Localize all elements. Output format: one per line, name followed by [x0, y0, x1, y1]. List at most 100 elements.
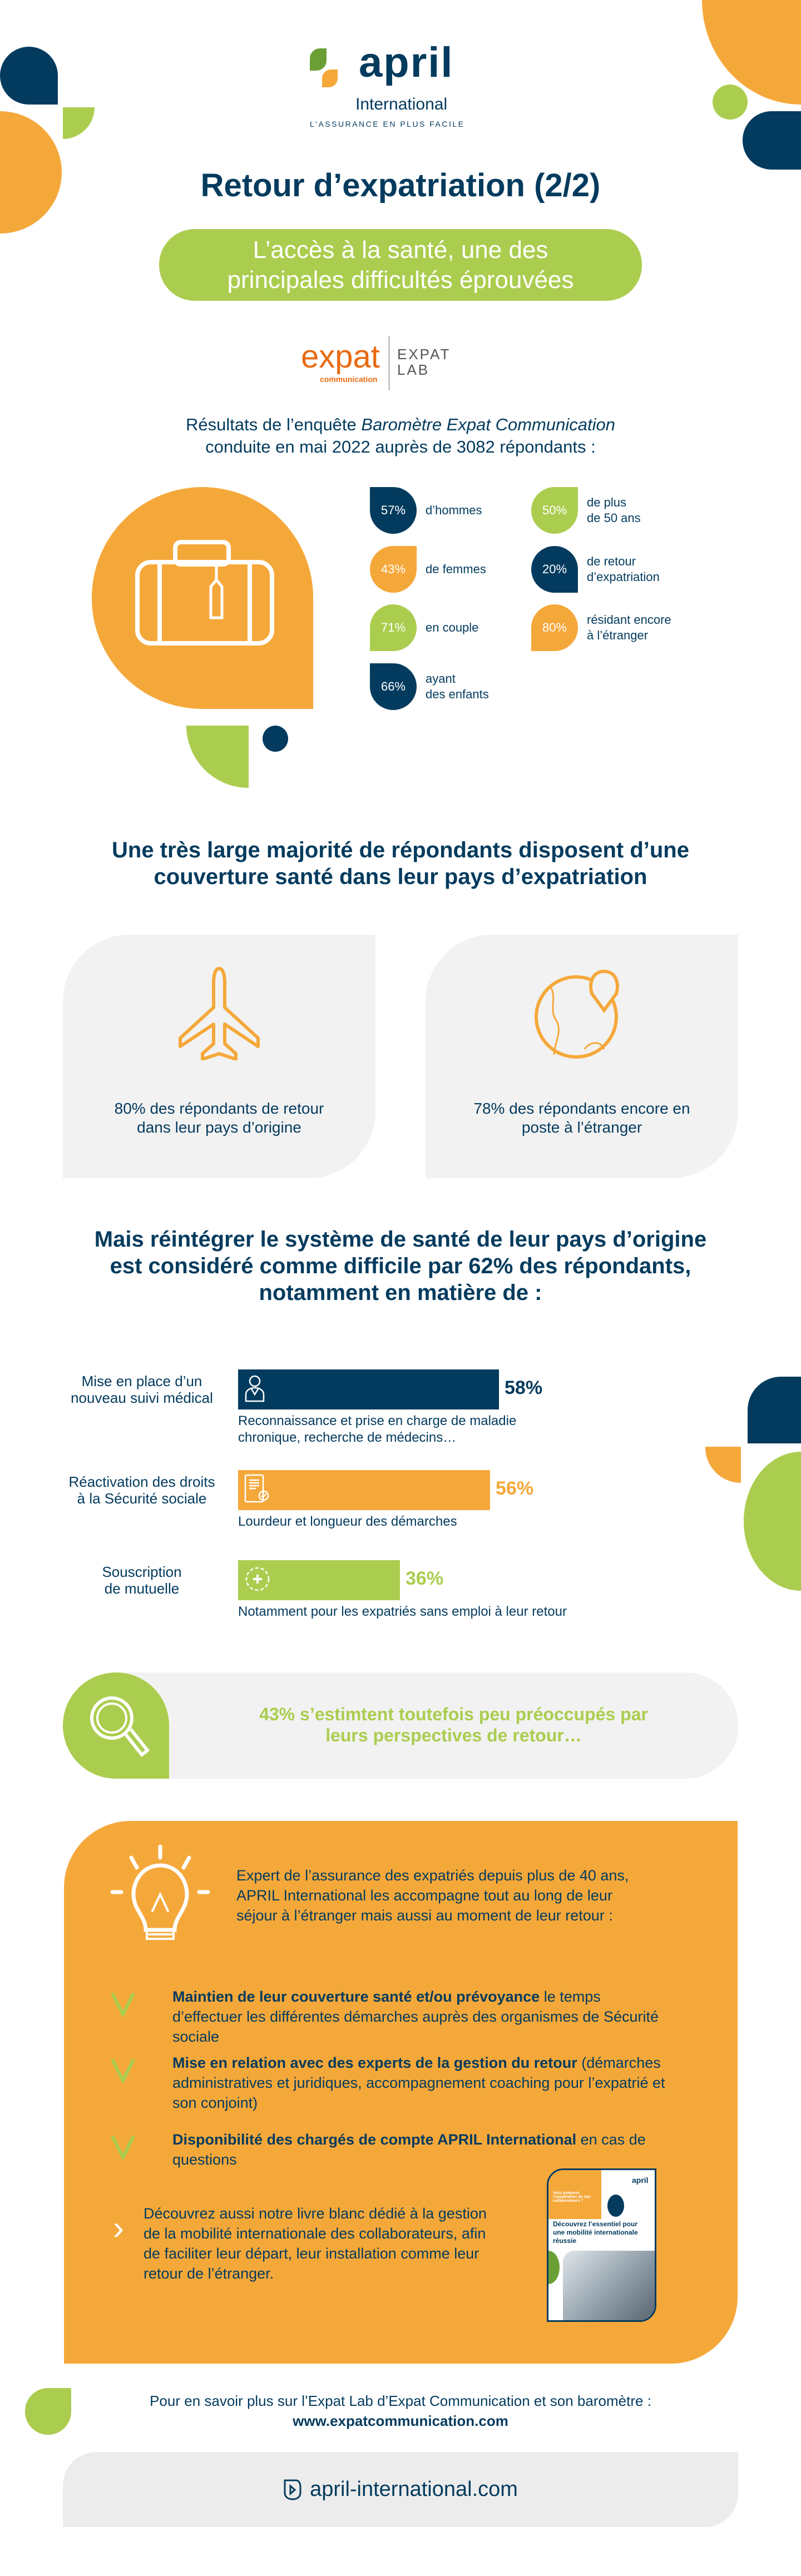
website-link[interactable]: april-international.com [310, 2478, 518, 2501]
bar [238, 1369, 499, 1409]
description-line: Notamment pour les expatriés sans emploi… [238, 1604, 567, 1619]
offer-intro-line: séjour à l’étranger mais aussi au moment… [236, 1907, 613, 1924]
bar-description: Reconnaissance et prise en charge de mal… [238, 1413, 516, 1446]
stat-label: de femmes [426, 562, 486, 577]
stat-bubble: 43% [370, 546, 417, 593]
callout-icon-bg [63, 1672, 169, 1779]
logo-brand: april [359, 39, 454, 86]
stat-card: 78% des répondants encore en poste à l’ét… [426, 935, 738, 1178]
medical-cross-icon [244, 1565, 271, 1596]
stat-bubble: 57% [370, 487, 417, 534]
whitepaper-text: Découvrez aussi notre livre blanc dédié … [144, 2205, 487, 2282]
stat-label-line: résidant encore [587, 613, 671, 627]
stat-label-line: de 50 ans [587, 511, 641, 525]
footer-banner[interactable]: april-international.com [63, 2452, 738, 2527]
stat-label-line: de retour [587, 554, 636, 568]
callout-text: 43% s’estimtent toutefois peu préoccupés… [169, 1704, 738, 1746]
category-line: de mutuelle [104, 1580, 180, 1597]
cover-dot [607, 2195, 624, 2217]
stat-label-line: en couple [426, 621, 479, 634]
stat-label-line: ayant [426, 672, 456, 686]
partner-sub: communication [320, 375, 378, 384]
cover-band [548, 2170, 601, 2219]
stat-label: de plus de 50 ans [587, 495, 641, 526]
category-line: à la Sécurité sociale [77, 1490, 207, 1507]
bar-value-label: 58% [505, 1377, 543, 1398]
heading-line: Mais réintégrer le système de santé de l… [94, 1227, 707, 1252]
survey-intro: Résultats de l’enquête Baromètre Expat C… [0, 414, 801, 458]
expat-communication-logo: expat communication EXPAT LAB [299, 330, 499, 396]
description-line: Reconnaissance et prise en charge de mal… [238, 1413, 517, 1428]
callout-line: leurs perspectives de retour… [325, 1725, 582, 1745]
section-heading: Une très large majorité de répondants di… [0, 837, 801, 890]
subtitle-line: principales difficultés éprouvées [227, 266, 574, 294]
cover-title: Découvrez l’essentiel pour une mobilité … [553, 2220, 638, 2245]
category-line: nouveau suivi médical [71, 1389, 213, 1406]
partner-brand: expat [301, 339, 380, 375]
chevron-right-icon: › [113, 2209, 124, 2246]
decor-shape [0, 47, 58, 105]
globe-pin-icon [535, 969, 619, 1059]
checkmark-icon [110, 1991, 136, 2019]
lightbulb-icon [110, 1844, 210, 1940]
subtitle-pill: L’accès à la santé, une des principales … [159, 229, 642, 301]
offer-intro-line: APRIL International les accompagne tout … [236, 1887, 612, 1904]
card-text: 80% des répondants de retour [114, 1100, 324, 1117]
bar-description: Lourdeur et longueur des démarches [238, 1513, 457, 1530]
doctor-icon [244, 1374, 266, 1405]
page-title: Retour d’expatriation (2/2) [200, 167, 601, 204]
category-line: Mise en place d’un [81, 1373, 202, 1389]
bar [238, 1560, 400, 1600]
decor-shape [744, 1452, 801, 1591]
category-line: Réactivation des droits [68, 1473, 215, 1490]
bar-value-label: 36% [406, 1568, 444, 1589]
decor-shape [713, 85, 748, 120]
suitcase-bubble [92, 487, 313, 709]
stat-bubble: 71% [370, 604, 417, 651]
subtitle-line: L’accès à la santé, une des [253, 236, 548, 264]
survey-name: Baromètre Expat Communication [361, 415, 615, 434]
offer-item-title: Mise en relation avec des experts de la … [172, 2054, 577, 2071]
stat-label-line: à l’étranger [587, 628, 649, 642]
heading-line: notamment en matière de : [259, 1280, 542, 1305]
stat-bubble: 20% [531, 546, 578, 593]
airplane-icon [179, 967, 260, 1060]
stat-label-line: de femmes [426, 562, 486, 576]
stat-label: résidant encore à l’étranger [587, 612, 671, 643]
checkmark-icon [110, 2057, 136, 2086]
stat-label-line: de plus [587, 495, 626, 509]
cover-question: Vous préparez l’expatriation de vos coll… [553, 2191, 591, 2203]
offer-item: Disponibilité des chargés de compte APRI… [172, 2130, 673, 2170]
offer-item-detail: le temps d’effectuer les différentes dém… [172, 1988, 659, 2045]
logo-tagline: L'ASSURANCE EN PLUS FACILE [310, 120, 465, 128]
stat-label-line: d’hommes [426, 503, 482, 517]
whitepaper-cover[interactable]: Vous préparez l’expatriation de vos coll… [547, 2168, 656, 2322]
stat-label-line: des enfants [426, 687, 489, 701]
more-info: Pour en savoir plus sur l’Expat Lab d’Ex… [0, 2391, 801, 2431]
heading-line: Une très large majorité de répondants di… [112, 838, 689, 862]
category-line: Souscription [102, 1564, 182, 1580]
bar [238, 1470, 490, 1510]
cover-photo [563, 2251, 655, 2320]
stat-label: d’hommes [426, 503, 482, 518]
decor-shape [705, 1447, 741, 1483]
expatcommunication-link[interactable]: www.expatcommunication.com [293, 2413, 508, 2429]
magnifier-icon [90, 1696, 150, 1758]
document-check-icon [244, 1473, 269, 1507]
lab-text: LAB [397, 361, 430, 378]
offer-item: Mise en relation avec des experts de la … [172, 2053, 673, 2113]
stat-label: de retour d’expatriation [587, 554, 660, 585]
offer-intro: Expert de l’assurance des expatriés depu… [236, 1865, 629, 1925]
stat-bubble: 50% [531, 487, 578, 534]
leaf-icon [310, 48, 327, 71]
cover-brand: april [632, 2176, 649, 2185]
more-info-text: Pour en savoir plus sur l’Expat Lab d’Ex… [150, 2393, 651, 2409]
section-heading: Mais réintégrer le système de santé de l… [0, 1226, 801, 1306]
stat-label: en couple [426, 620, 478, 636]
offer-item-title: Disponibilité des chargés de compte APRI… [172, 2131, 577, 2148]
bar-category-label: Mise en place d’un nouveau suivi médical [61, 1373, 222, 1406]
bar-category-label: Souscription de mutuelle [61, 1564, 222, 1597]
description-line: Lourdeur et longueur des démarches [238, 1514, 457, 1529]
description-line: chronique, recherche de médecins… [238, 1430, 457, 1445]
stat-card: 80% des répondants de retour dans leur pa… [63, 935, 375, 1178]
